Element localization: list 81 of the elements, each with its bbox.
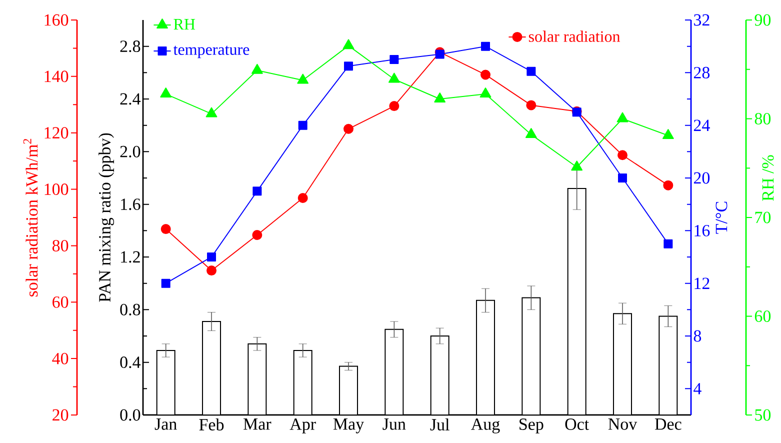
x-tick-label: Nov (608, 418, 638, 430)
x-tick-label: May (333, 418, 364, 434)
x-tick-label: Oct (565, 418, 590, 430)
y-tick-label: 60 (754, 310, 771, 322)
y3-tick-label: 20 (52, 409, 68, 421)
y-tick-label: 2.0 (120, 146, 140, 158)
point (388, 72, 400, 83)
point (480, 70, 491, 80)
x-tick-label: Jan (154, 418, 177, 430)
point (297, 74, 309, 84)
point (342, 39, 354, 50)
y2-tick-label: 12 (694, 278, 710, 289)
point (480, 88, 492, 98)
point (206, 107, 218, 118)
y2-tick-label: 32 (694, 14, 710, 26)
y3-tick-label: 100 (44, 184, 68, 196)
point (662, 129, 674, 140)
x-tick-label: Feb (199, 418, 224, 430)
point (616, 112, 628, 122)
y-axis-title: RH /% (762, 155, 774, 201)
y3-tick-label: 80 (52, 240, 68, 252)
point (160, 224, 171, 234)
point (618, 150, 628, 160)
y3-tick-label: 40 (52, 352, 68, 364)
y2-tick-label: 28 (694, 66, 710, 78)
x-tick-label: Jun (382, 418, 406, 430)
y2-tick-label: 20 (694, 172, 710, 184)
point (390, 54, 399, 64)
point (251, 64, 263, 74)
x-tick-label: Jul (430, 418, 450, 430)
y-tick-label: 1.2 (121, 251, 140, 263)
point (344, 124, 354, 134)
point (206, 266, 217, 276)
y-tick-label: 50 (755, 409, 771, 421)
point (571, 160, 583, 171)
legend-label: RH (174, 19, 196, 30)
point (252, 230, 262, 240)
point (526, 66, 536, 76)
point (389, 101, 400, 112)
point (252, 186, 262, 196)
point (481, 42, 490, 51)
y-tick-label: 70 (755, 212, 771, 224)
y-tick-label: 0.4 (120, 356, 141, 368)
x-tick-label: Mar (244, 418, 272, 430)
y-tick-label: 1.6 (121, 198, 140, 210)
y2-tick-label: 4 (694, 383, 702, 394)
y-tick-label: 90 (754, 14, 771, 26)
point (435, 50, 444, 59)
y-tick-label: 2.4 (120, 93, 141, 105)
y2-tick-label: 16 (694, 224, 710, 236)
y3-tick-label: 160 (44, 14, 68, 26)
y3-tick-label: 60 (52, 296, 68, 308)
point (526, 100, 536, 110)
y-tick-label: 0.8 (120, 304, 140, 316)
legend-label: solar radiation (528, 30, 620, 42)
x-tick-label: Dec (654, 418, 682, 430)
point (160, 88, 172, 98)
x-tick-label: Apr (290, 418, 316, 434)
point (298, 193, 308, 204)
x-tick-label: Sep (520, 418, 544, 434)
point (434, 92, 446, 102)
point (207, 252, 216, 262)
legend-label: temperature (173, 46, 250, 58)
y-tick-label: 2.8 (120, 40, 140, 52)
y-axis-title: PAN mixing ratio (ppbv) (98, 133, 114, 302)
point (344, 62, 354, 71)
point (161, 278, 170, 288)
y3-axis-title: solar radiation kWh/m$^{2}$ (23, 138, 38, 296)
y-tick-label: 0.0 (120, 409, 140, 421)
y2-axis-title: T/°C (716, 202, 728, 234)
y2-tick-label: 24 (694, 120, 710, 131)
y3-tick-label: 140 (44, 70, 68, 82)
y3-tick-label: 120 (44, 127, 68, 139)
y2-tick-label: 8 (694, 330, 702, 342)
point (298, 120, 308, 130)
point (663, 180, 674, 190)
point (664, 239, 673, 248)
point (525, 128, 537, 138)
point (618, 173, 628, 182)
x-tick-label: Aug (471, 418, 500, 434)
y-tick-label: 80 (754, 113, 771, 124)
